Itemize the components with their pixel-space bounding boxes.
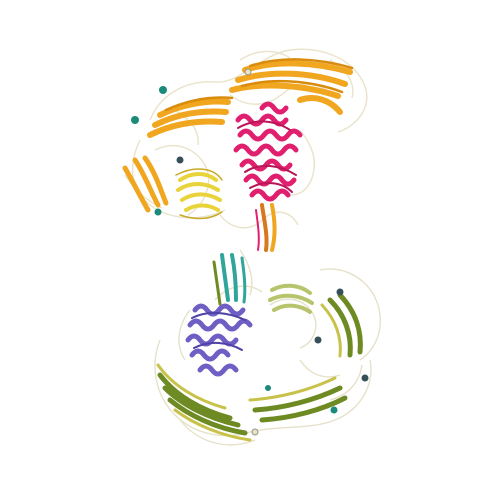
lower-beta-sheets <box>156 292 363 442</box>
ligand-sphere-icon <box>314 336 322 344</box>
ligand-sphere-icon <box>336 288 344 296</box>
upper-beta-sheets <box>122 58 354 213</box>
upper-hinge-strands <box>255 203 277 252</box>
ligand-sphere-icon <box>265 385 271 391</box>
lower-complex <box>154 249 381 446</box>
ligand-sphere-icon <box>131 116 139 124</box>
upper-helix-bundle <box>233 101 303 202</box>
upper-complex <box>122 48 368 252</box>
lower-teal-strands <box>212 253 247 306</box>
upper-ligand-spheres <box>131 68 252 216</box>
ligand-sphere-icon <box>361 374 369 382</box>
lower-helix-bundle <box>185 303 253 377</box>
ligand-sphere-icon <box>154 208 162 216</box>
lower-small-domain <box>268 283 314 314</box>
ligand-sphere-icon <box>251 428 259 436</box>
ligand-sphere-icon <box>330 406 338 414</box>
ligand-sphere-icon <box>176 156 184 164</box>
lower-ligand-spheres <box>251 288 369 436</box>
ligand-sphere-icon <box>244 68 252 76</box>
ligand-sphere-icon <box>159 86 167 94</box>
upper-small-domain <box>175 168 223 220</box>
